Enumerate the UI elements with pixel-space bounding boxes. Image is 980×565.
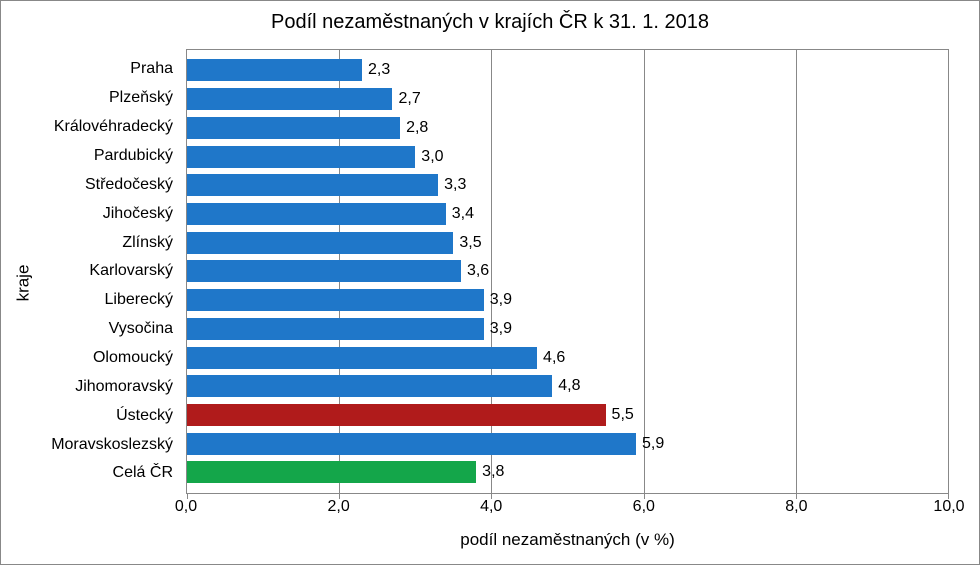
bar xyxy=(187,174,438,196)
category-label: Vysočina xyxy=(31,318,181,340)
bar-row: 2,7 xyxy=(187,88,948,110)
category-label: Liberecký xyxy=(31,289,181,311)
bar-value-label: 3,8 xyxy=(482,463,504,481)
category-label: Olomoucký xyxy=(31,347,181,369)
bar-value-label: 5,9 xyxy=(642,435,664,453)
bar-row: 3,9 xyxy=(187,318,948,340)
bar-value-label: 3,9 xyxy=(490,320,512,338)
bar-value-label: 2,3 xyxy=(368,61,390,79)
category-label: Jihomoravský xyxy=(31,376,181,398)
bar xyxy=(187,117,400,139)
bar xyxy=(187,318,484,340)
bar-row: 5,9 xyxy=(187,433,948,455)
plot-area: 2,32,72,83,03,33,43,53,63,93,94,64,85,55… xyxy=(186,49,949,494)
bar-value-label: 3,0 xyxy=(421,148,443,166)
bar-row: 3,6 xyxy=(187,260,948,282)
category-label: Jihočeský xyxy=(31,203,181,225)
category-label: Moravskoslezský xyxy=(31,434,181,456)
bar-value-label: 2,7 xyxy=(398,90,420,108)
x-axis-labels: 0,02,04,06,08,010,0 xyxy=(186,498,949,518)
bar xyxy=(187,347,537,369)
category-label: Praha xyxy=(31,58,181,80)
x-tick-label: 6,0 xyxy=(633,498,655,516)
bar-value-label: 3,6 xyxy=(467,262,489,280)
bar-value-label: 3,9 xyxy=(490,291,512,309)
bar-value-label: 4,8 xyxy=(558,377,580,395)
bar-row: 2,8 xyxy=(187,117,948,139)
bar xyxy=(187,88,392,110)
bar xyxy=(187,260,461,282)
x-tick-label: 0,0 xyxy=(175,498,197,516)
bar xyxy=(187,203,446,225)
bar xyxy=(187,289,484,311)
bar-value-label: 3,5 xyxy=(459,234,481,252)
bar xyxy=(187,146,415,168)
bar xyxy=(187,433,636,455)
bar-row: 2,3 xyxy=(187,59,948,81)
bar-row: 3,5 xyxy=(187,232,948,254)
chart-container: Podíl nezaměstnaných v krajích ČR k 31. … xyxy=(0,0,980,565)
chart-title: Podíl nezaměstnaných v krajích ČR k 31. … xyxy=(1,1,979,40)
bar-value-label: 4,6 xyxy=(543,349,565,367)
bar-row: 5,5 xyxy=(187,404,948,426)
bar-row: 3,4 xyxy=(187,203,948,225)
bar-row: 3,9 xyxy=(187,289,948,311)
bar-row: 3,0 xyxy=(187,146,948,168)
x-tick-label: 4,0 xyxy=(480,498,502,516)
x-tick-label: 2,0 xyxy=(327,498,349,516)
bar-value-label: 2,8 xyxy=(406,119,428,137)
x-axis-title: podíl nezaměstnaných (v %) xyxy=(186,530,949,550)
bar xyxy=(187,59,362,81)
category-label: Karlovarský xyxy=(31,260,181,282)
bar-row: 4,8 xyxy=(187,375,948,397)
category-label: Celá ČR xyxy=(31,462,181,484)
bar xyxy=(187,461,476,483)
x-tick-label: 8,0 xyxy=(785,498,807,516)
category-label: Zlínský xyxy=(31,232,181,254)
bar-value-label: 3,3 xyxy=(444,176,466,194)
category-label: Královéhradecký xyxy=(31,116,181,138)
bar xyxy=(187,404,606,426)
category-label: Středočeský xyxy=(31,174,181,196)
x-tick-label: 10,0 xyxy=(933,498,964,516)
category-label: Ústecký xyxy=(31,405,181,427)
bar-row: 3,3 xyxy=(187,174,948,196)
y-axis-labels: Praha Plzeňský Královéhradecký Pardubický St… xyxy=(31,49,181,494)
bar-value-label: 3,4 xyxy=(452,205,474,223)
bar xyxy=(187,375,552,397)
category-label: Pardubický xyxy=(31,145,181,167)
bar-row: 3,8 xyxy=(187,461,948,483)
category-label: Plzeňský xyxy=(31,87,181,109)
bar-row: 4,6 xyxy=(187,347,948,369)
bar xyxy=(187,232,453,254)
bar-value-label: 5,5 xyxy=(612,406,634,424)
